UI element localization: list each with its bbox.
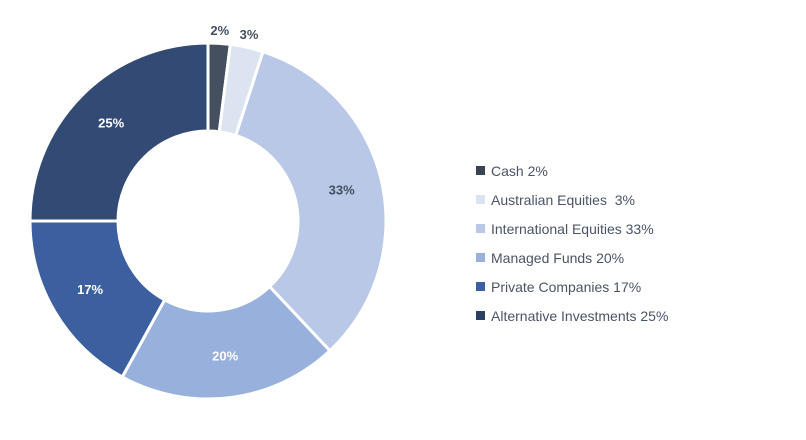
slice-international-equities [233, 49, 388, 353]
legend-label: Managed Funds 20% [491, 249, 625, 266]
chart-legend: Cash 2% Australian Equities 3% Internation… [476, 156, 668, 330]
slice-label-managed-funds: 20% [212, 348, 238, 363]
donut-svg: 2% 3% 33% 20% 17% 25% [28, 23, 388, 401]
legend-swatch [476, 311, 485, 320]
legend-swatch [476, 282, 485, 291]
donut-chart: 2% 3% 33% 20% 17% 25% [28, 23, 388, 401]
slice-managed-funds [120, 284, 332, 401]
legend-label: Private Companies 17% [491, 278, 642, 295]
legend-item-international-equities: International Equities 33% [476, 214, 668, 243]
slice-label-private-companies: 17% [77, 282, 103, 297]
slice-label-international-equities: 33% [329, 183, 355, 198]
legend-item-australian-equities: Australian Equities 3% [476, 185, 668, 214]
legend-item-managed-funds: Managed Funds 20% [476, 243, 668, 272]
slice-label-alternative-investments: 25% [98, 116, 124, 131]
legend-item-cash: Cash 2% [476, 156, 668, 185]
legend-swatch [476, 224, 485, 233]
legend-swatch [476, 253, 485, 262]
legend-item-private-companies: Private Companies 17% [476, 272, 668, 301]
legend-item-alternative-investments: Alternative Investments 25% [476, 301, 668, 330]
legend-label: International Equities 33% [491, 220, 654, 237]
slice-label-cash: 2% [210, 23, 229, 38]
slice-alternative-investments [28, 41, 210, 223]
slice-private-companies [28, 219, 167, 380]
legend-swatch [476, 166, 485, 175]
legend-label: Cash 2% [491, 162, 548, 179]
legend-swatch [476, 195, 485, 204]
legend-label: Alternative Investments 25% [491, 307, 669, 324]
slice-label-australian-equities: 3% [240, 27, 259, 42]
legend-label: Australian Equities 3% [491, 191, 635, 208]
